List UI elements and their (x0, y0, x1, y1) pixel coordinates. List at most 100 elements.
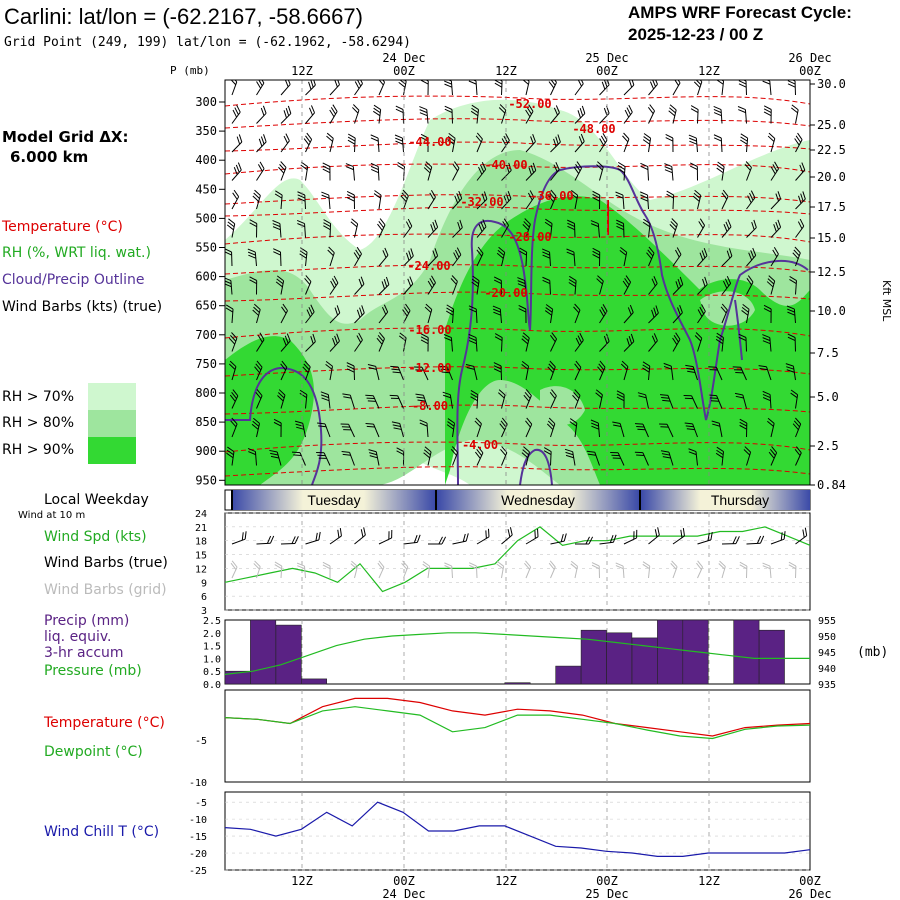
wind-barb-flag (249, 222, 257, 228)
wind-barb-shaft (574, 141, 585, 153)
wind-barb-flag (528, 167, 532, 176)
pressure-tick-700: 700 (195, 328, 217, 342)
wind-barb-shaft (378, 81, 386, 96)
wind-barb-flag (330, 107, 336, 115)
wind-barb-flag (476, 448, 483, 456)
wind-barb-flag (734, 392, 743, 396)
wind-barb-flag (542, 254, 551, 259)
wind-speed-tick: 21 (195, 523, 207, 534)
wind-barb-shaft (525, 566, 532, 579)
wind-barb-shaft (475, 565, 478, 579)
wind-barb-shaft (427, 282, 436, 295)
wind-barb-flag (284, 80, 289, 87)
wind-barb-flag (361, 305, 365, 314)
wind-barb-flag (565, 451, 574, 456)
wind-barb-shaft (403, 81, 407, 96)
wind-barb-shaft (550, 366, 556, 381)
wind-barb-shaft (599, 394, 603, 409)
precip-legend-3: 3-hr accum (44, 645, 124, 661)
cross-section-frame (224, 79, 811, 486)
wind-barb-shaft (572, 451, 576, 466)
wind-barb-shaft (279, 251, 282, 267)
wind-barb-shaft (746, 255, 757, 267)
wind-barb-flag (369, 455, 378, 459)
wind-barb-shaft (476, 198, 488, 210)
wind-barb-flag (323, 225, 331, 231)
wind-barb-flag (454, 249, 460, 258)
wind-barb-flag (322, 165, 331, 171)
wind-barb-flag (664, 169, 673, 174)
wind-barb-flag (548, 417, 556, 425)
wind-barb-flag (444, 83, 453, 88)
wind-chill-panel: -5 -10 -15 -20 -25 (189, 791, 811, 877)
wind-barb-shaft (597, 423, 600, 438)
wind-barb-shaft (354, 534, 366, 545)
wind-barb-flag (376, 337, 383, 345)
wind-barb-flag (545, 218, 553, 225)
wind-barb-flag (468, 333, 477, 338)
wind-barb-flag (346, 362, 355, 367)
wind-barb-flag (377, 562, 384, 570)
panel-frame (224, 619, 811, 685)
wind-barb-shaft (378, 311, 389, 324)
wind-barb-shaft (648, 223, 651, 238)
wind-barb-shaft (550, 338, 558, 352)
dewpoint-legend: Dewpoint (°C) (44, 744, 143, 760)
wind-barb-flag (606, 80, 610, 86)
wind-barb-shaft (647, 194, 649, 210)
wind-barb-flag (493, 279, 502, 285)
wind-barb-shaft (648, 138, 652, 153)
wind-barb-flag (740, 139, 748, 145)
wind-speed-tick: 18 (195, 537, 207, 548)
wind-barb-flag (485, 530, 487, 539)
wind-barb-flag (281, 306, 287, 314)
wind-barb-flag (346, 194, 355, 199)
wind-barb-flag (469, 564, 477, 570)
wind-barb-flag (306, 309, 311, 318)
wind-barb-flag (423, 449, 431, 456)
wind-barb-flag (721, 192, 728, 200)
wind-barb-shaft (525, 81, 530, 96)
wind-barb-flag (347, 139, 356, 145)
wind-barbs-legend: Wind Barbs (kts) (true) (2, 299, 162, 315)
wind-barb-shaft (378, 284, 390, 295)
wind-barb-shaft (279, 223, 282, 238)
wind-barb-shaft (648, 534, 660, 545)
wind-barb-flag (323, 219, 331, 224)
wind-barb-flag (526, 417, 533, 425)
wind-barb-flag (296, 562, 305, 567)
wind-barb-shaft (354, 110, 360, 124)
wind-barb-flag (686, 428, 695, 431)
wind-barb-shaft (476, 536, 490, 545)
wind-barb-flag (282, 303, 288, 311)
wind-barb-flag (275, 190, 283, 196)
wind-barb-flag (466, 367, 475, 370)
wind-barb-shaft (574, 395, 581, 409)
wind-barb-shaft (231, 223, 236, 238)
wind-barb-shaft (742, 394, 747, 409)
wind-barb-flag (682, 527, 685, 537)
wind-barb-flag (568, 279, 577, 285)
wind-barb-shaft (426, 423, 429, 438)
wind-barb-flag (763, 111, 772, 117)
wind-barb-flag (499, 423, 506, 431)
wind-barb-flag (795, 446, 802, 454)
wind-barb-flag (690, 105, 699, 110)
wind-barb-flag (451, 275, 458, 282)
tuesday-band (232, 490, 435, 510)
wind-barb-flag (447, 421, 455, 427)
wind-barb-flag (522, 335, 529, 342)
wind-barb-shaft (647, 166, 649, 181)
temperature-contour (225, 233, 810, 245)
wind-barb-flag (553, 164, 558, 173)
wind-barb-flag (274, 193, 283, 199)
wind-barb-flag (431, 275, 436, 283)
pressure-tick-750: 750 (195, 357, 217, 371)
wind-barb-flag (373, 193, 381, 199)
wind-barb-shaft (501, 452, 508, 466)
wind-barb-shaft (305, 394, 308, 409)
top-time-axis: 24 Dec 25 Dec 26 Dec 12Z 00Z 12Z 00Z 12Z 00Z (291, 51, 832, 78)
wind-barb-flag (395, 137, 403, 142)
wind-barb-shaft (574, 280, 577, 295)
wind-barb-flag (616, 222, 624, 228)
